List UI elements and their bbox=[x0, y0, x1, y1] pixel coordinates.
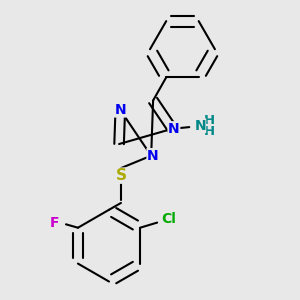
Text: N: N bbox=[147, 149, 159, 163]
Text: H: H bbox=[204, 114, 215, 127]
Text: N: N bbox=[115, 103, 126, 117]
Text: N: N bbox=[194, 119, 206, 133]
Text: F: F bbox=[50, 216, 59, 230]
Text: S: S bbox=[116, 168, 127, 183]
Text: Cl: Cl bbox=[161, 212, 176, 226]
Text: N: N bbox=[168, 122, 180, 136]
Text: H: H bbox=[204, 125, 215, 138]
